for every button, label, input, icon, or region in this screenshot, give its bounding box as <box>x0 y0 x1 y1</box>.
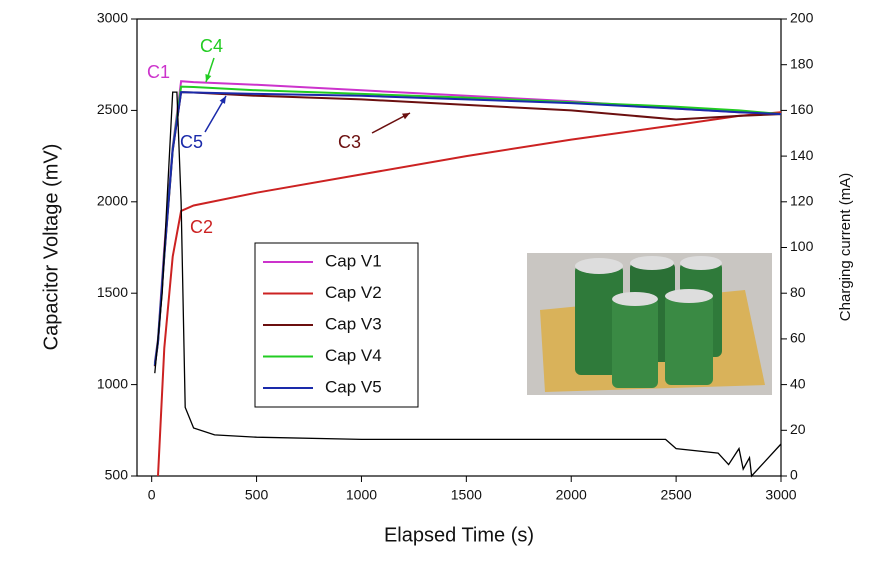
y-tick-label: 3000 <box>97 10 128 26</box>
y2-tick-label: 40 <box>790 375 806 391</box>
legend-label: Cap V5 <box>325 377 382 396</box>
legend-label: Cap V1 <box>325 251 382 270</box>
series-line <box>157 111 782 477</box>
annotation: C4 <box>200 36 223 56</box>
photo-inset <box>527 253 772 395</box>
plot-frame <box>136 18 782 477</box>
x-tick-label: 500 <box>245 487 269 503</box>
x-tick-label: 1000 <box>346 487 377 503</box>
y-axis-title: Capacitor Voltage (mV) <box>40 144 62 351</box>
y2-tick-label: 100 <box>790 238 814 254</box>
arrow-head <box>205 74 212 82</box>
y2-tick-label: 120 <box>790 193 814 209</box>
legend-label: Cap V4 <box>325 346 382 365</box>
legend-label: Cap V3 <box>325 314 382 333</box>
y2-tick-label: 180 <box>790 55 814 71</box>
x-tick-label: 1500 <box>451 487 482 503</box>
y2-axis-title: Charging current (mA) <box>837 173 854 321</box>
y2-tick-label: 140 <box>790 147 814 163</box>
y-tick-label: 1000 <box>97 375 128 391</box>
x-axis-title: Elapsed Time (s) <box>384 524 534 546</box>
y2-tick-label: 60 <box>790 330 806 346</box>
annotation: C3 <box>338 132 361 152</box>
y2-tick-label: 200 <box>790 10 814 26</box>
annotation: C5 <box>180 132 203 152</box>
y-tick-label: 1500 <box>97 284 128 300</box>
x-tick-label: 2000 <box>556 487 587 503</box>
arrow-head <box>402 113 410 120</box>
y-tick-label: 2500 <box>97 101 128 117</box>
x-tick-label: 3000 <box>765 487 796 503</box>
y-tick-label: 500 <box>105 467 129 483</box>
y-tick-label: 2000 <box>97 193 128 209</box>
x-tick-label: 0 <box>148 487 156 503</box>
legend-label: Cap V2 <box>325 283 382 302</box>
annotation: C1 <box>147 62 170 82</box>
x-tick-label: 2500 <box>661 487 692 503</box>
y2-tick-label: 80 <box>790 284 806 300</box>
y2-tick-label: 160 <box>790 101 814 117</box>
arrow-head <box>219 96 226 104</box>
y2-tick-label: 20 <box>790 421 806 437</box>
y2-tick-label: 0 <box>790 467 798 483</box>
annotation: C2 <box>190 217 213 237</box>
series-line <box>154 91 782 478</box>
